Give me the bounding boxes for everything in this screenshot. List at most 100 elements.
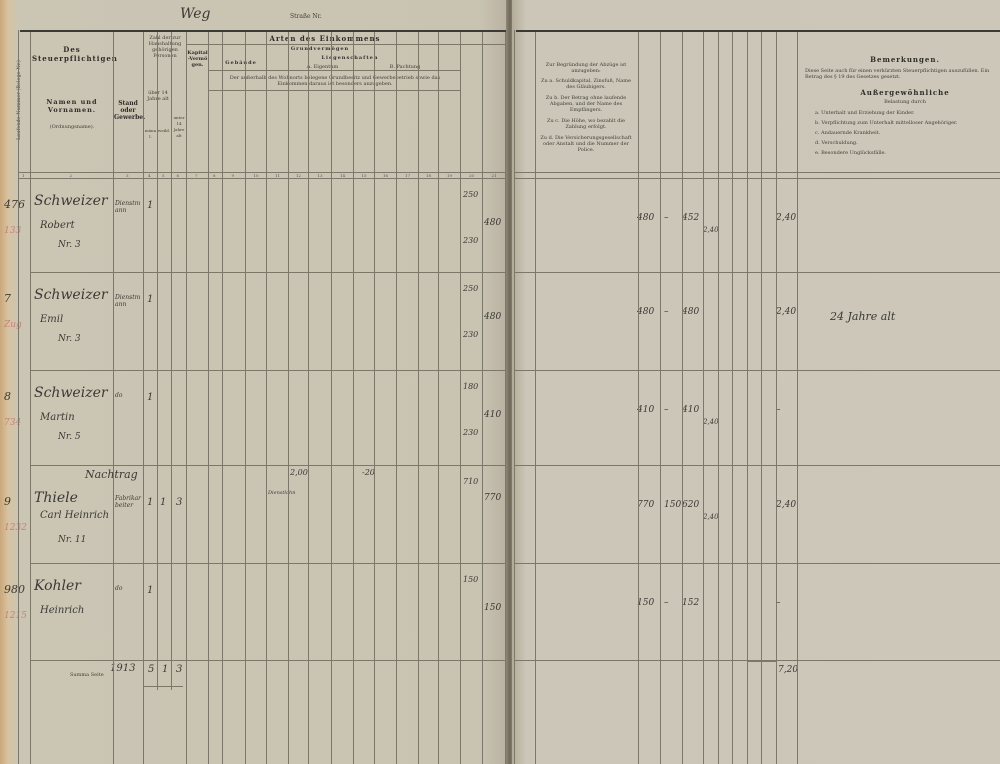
row-rule xyxy=(30,660,506,661)
column-number: 20 xyxy=(469,173,475,178)
entry-taxable: 620 xyxy=(682,500,700,510)
household-header: Zahl der zur Haushaltung gehörigen Perso… xyxy=(148,35,182,59)
header-rule xyxy=(208,90,460,91)
entry-number: 476 xyxy=(4,198,25,211)
entry-male-count: 1 xyxy=(147,200,154,211)
column-rule xyxy=(331,30,332,764)
column-number: 21 xyxy=(491,173,497,178)
column-rule xyxy=(638,30,639,764)
column-rule xyxy=(208,30,209,764)
entry-value-col20b: 230 xyxy=(463,236,479,245)
column-number: 4 xyxy=(148,173,151,178)
entry-deduction: – xyxy=(664,213,669,223)
entry-tax: 2,40 xyxy=(776,213,797,223)
column-number: 2 xyxy=(69,173,73,178)
column-rule xyxy=(222,30,223,764)
entry-tax: – xyxy=(776,598,781,608)
column-number: 16 xyxy=(383,173,389,178)
column-number: 14 xyxy=(340,173,346,178)
entry-income: 770 xyxy=(637,500,655,510)
burden-item: c. Andauernde Krankheit. xyxy=(815,130,881,136)
entry-child-count: 3 xyxy=(176,497,183,508)
burden-header: Belastung durch xyxy=(884,99,926,105)
taxpayer-header: Des Steuerpflichtigen xyxy=(32,45,118,63)
entry-extra-note: Dienstlohn xyxy=(268,490,296,496)
entry-male-count: 1 xyxy=(147,294,154,305)
sum-overline xyxy=(748,661,776,662)
entry-value-col20: 710 xyxy=(463,477,479,486)
column-rule xyxy=(682,30,683,764)
column-rule xyxy=(288,30,289,764)
sum-tax: 7,20 xyxy=(778,665,799,675)
entry-tax-rate: 2,40 xyxy=(703,513,719,521)
entry-number: 8 xyxy=(4,390,11,403)
entry-surname: Schweizer xyxy=(34,193,108,209)
entry-surname: Schweizer xyxy=(34,287,108,303)
stand-header: Stand oder Gewerbe. xyxy=(114,100,146,121)
header-bottom-rule xyxy=(18,172,506,173)
column-number: 8 xyxy=(213,173,216,178)
entry-red-number: 1215 xyxy=(4,611,27,621)
over14-header: über 14 Jahre alt xyxy=(147,90,169,102)
header-rule xyxy=(186,44,506,45)
capital-header: Kapital-Vermögen. xyxy=(187,50,208,68)
burden-item: a. Unterhalt und Erziehung der Kinder. xyxy=(815,110,915,116)
column-rule xyxy=(266,30,267,764)
entry-house-number: Nr. 5 xyxy=(58,432,81,442)
entry-first-name: Martin xyxy=(40,412,75,423)
column-rule xyxy=(396,30,397,764)
right-page xyxy=(512,0,1000,764)
entry-male-count: 1 xyxy=(147,497,154,508)
entry-first-name: Emil xyxy=(40,314,64,325)
column-rule xyxy=(113,30,114,764)
column-rule xyxy=(438,30,439,764)
entry-male-count: 1 xyxy=(147,392,154,403)
column-rule xyxy=(482,30,483,764)
column-rule xyxy=(747,30,748,764)
column-number: 15 xyxy=(361,173,367,178)
male-header: männl. xyxy=(144,128,157,139)
female-header: weibl. xyxy=(157,128,171,133)
column-rule xyxy=(514,30,515,764)
sum-children: 3 xyxy=(176,664,183,675)
column-rule xyxy=(171,30,172,690)
remarks-title: Bemerkungen. xyxy=(870,55,940,64)
entry-deduction: – xyxy=(664,598,669,608)
remarks-note: Diese Seite auch für einen verkürzten St… xyxy=(805,68,990,80)
entry-taxable: 480 xyxy=(682,307,700,317)
column-rule xyxy=(30,30,31,764)
column-rule xyxy=(776,30,777,764)
buildings-header: Gebäude xyxy=(225,60,257,66)
entry-red-number: Zug xyxy=(4,320,22,330)
entry-surname: Kohler xyxy=(34,578,81,594)
header-rule xyxy=(208,70,460,71)
entry-value-col20: 250 xyxy=(463,284,479,293)
land-header: Grundvermögen xyxy=(290,46,350,52)
names-sub-header: (Ordnungsname). xyxy=(49,124,95,130)
entry-stand: Dienstmann xyxy=(115,294,141,308)
entry-surname: Thiele xyxy=(34,490,78,506)
header-top-rule xyxy=(20,30,506,32)
entry-total: 480 xyxy=(484,312,502,322)
entry-first-name: Robert xyxy=(40,220,75,231)
entry-first-name: Heinrich xyxy=(40,605,85,616)
entry-red-number: 734 xyxy=(4,418,22,428)
entry-value-col20b: 230 xyxy=(463,330,479,339)
row-rule xyxy=(514,272,1000,273)
sum-year: 1913 xyxy=(110,663,136,674)
entry-tax: – xyxy=(776,405,781,415)
row-rule xyxy=(514,660,1000,661)
entry-tax-rate: 2,40 xyxy=(703,418,719,426)
entry-male-count: 1 xyxy=(147,585,154,596)
entry-total: 770 xyxy=(484,493,502,503)
entry-stand: do xyxy=(115,585,123,592)
entry-stand: Fabrikarbeiter xyxy=(115,495,142,509)
entry-total: 480 xyxy=(484,218,502,228)
deduction-c: Zu c. Die Höhe, wo bezahlt die Zahlung e… xyxy=(547,118,625,130)
street-printed: Straße Nr. xyxy=(290,13,322,20)
burden-items: a. Unterhalt und Erziehung der Kinder. b.… xyxy=(815,110,995,160)
deductions-header: Zur Begründung der Abzüge ist anzugeben: xyxy=(545,62,627,74)
estates-header: Liegenschaften xyxy=(321,55,379,61)
column-number: 6 xyxy=(176,173,180,178)
entry-number: 9 xyxy=(4,495,11,508)
